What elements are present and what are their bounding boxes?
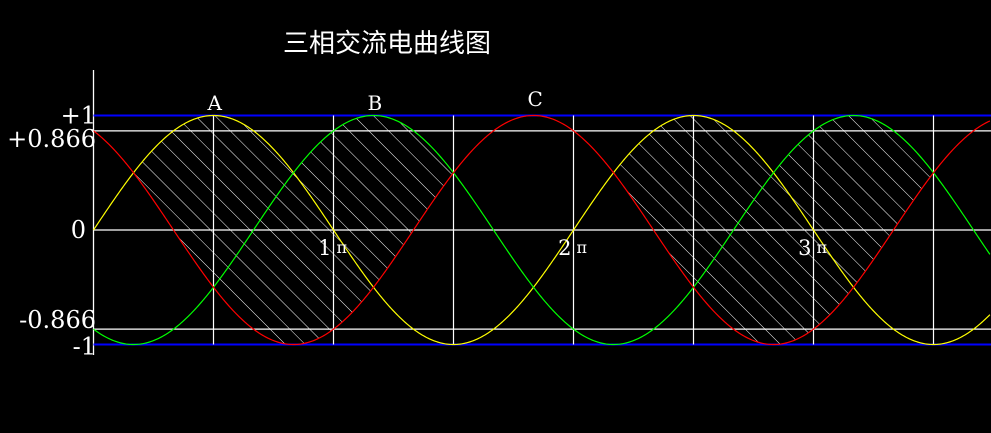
y-tick-label: -1	[73, 333, 96, 361]
series-line-B	[93, 114, 991, 346]
x-tick-label: 3	[798, 236, 811, 260]
y-tick-label: 0	[71, 216, 86, 244]
x-tick-unit: π	[577, 238, 588, 257]
x-tick-label: 2	[558, 236, 571, 260]
series-line-A	[93, 114, 991, 346]
series-label: B	[368, 91, 383, 115]
series-line-C	[93, 114, 991, 346]
x-tick-unit: π	[817, 238, 828, 257]
y-tick-label: -0.866	[19, 306, 96, 334]
chart-title: 三相交流电曲线图	[283, 29, 491, 59]
series-label: C	[527, 87, 542, 111]
series-label: A	[207, 91, 223, 115]
y-tick-label: +0.866	[7, 125, 96, 153]
hatched-region	[133, 115, 453, 345]
y-tick-label: +1	[61, 102, 96, 130]
x-tick-unit: π	[337, 238, 348, 257]
x-tick-label: 1	[318, 236, 331, 260]
hatched-region	[613, 115, 933, 345]
